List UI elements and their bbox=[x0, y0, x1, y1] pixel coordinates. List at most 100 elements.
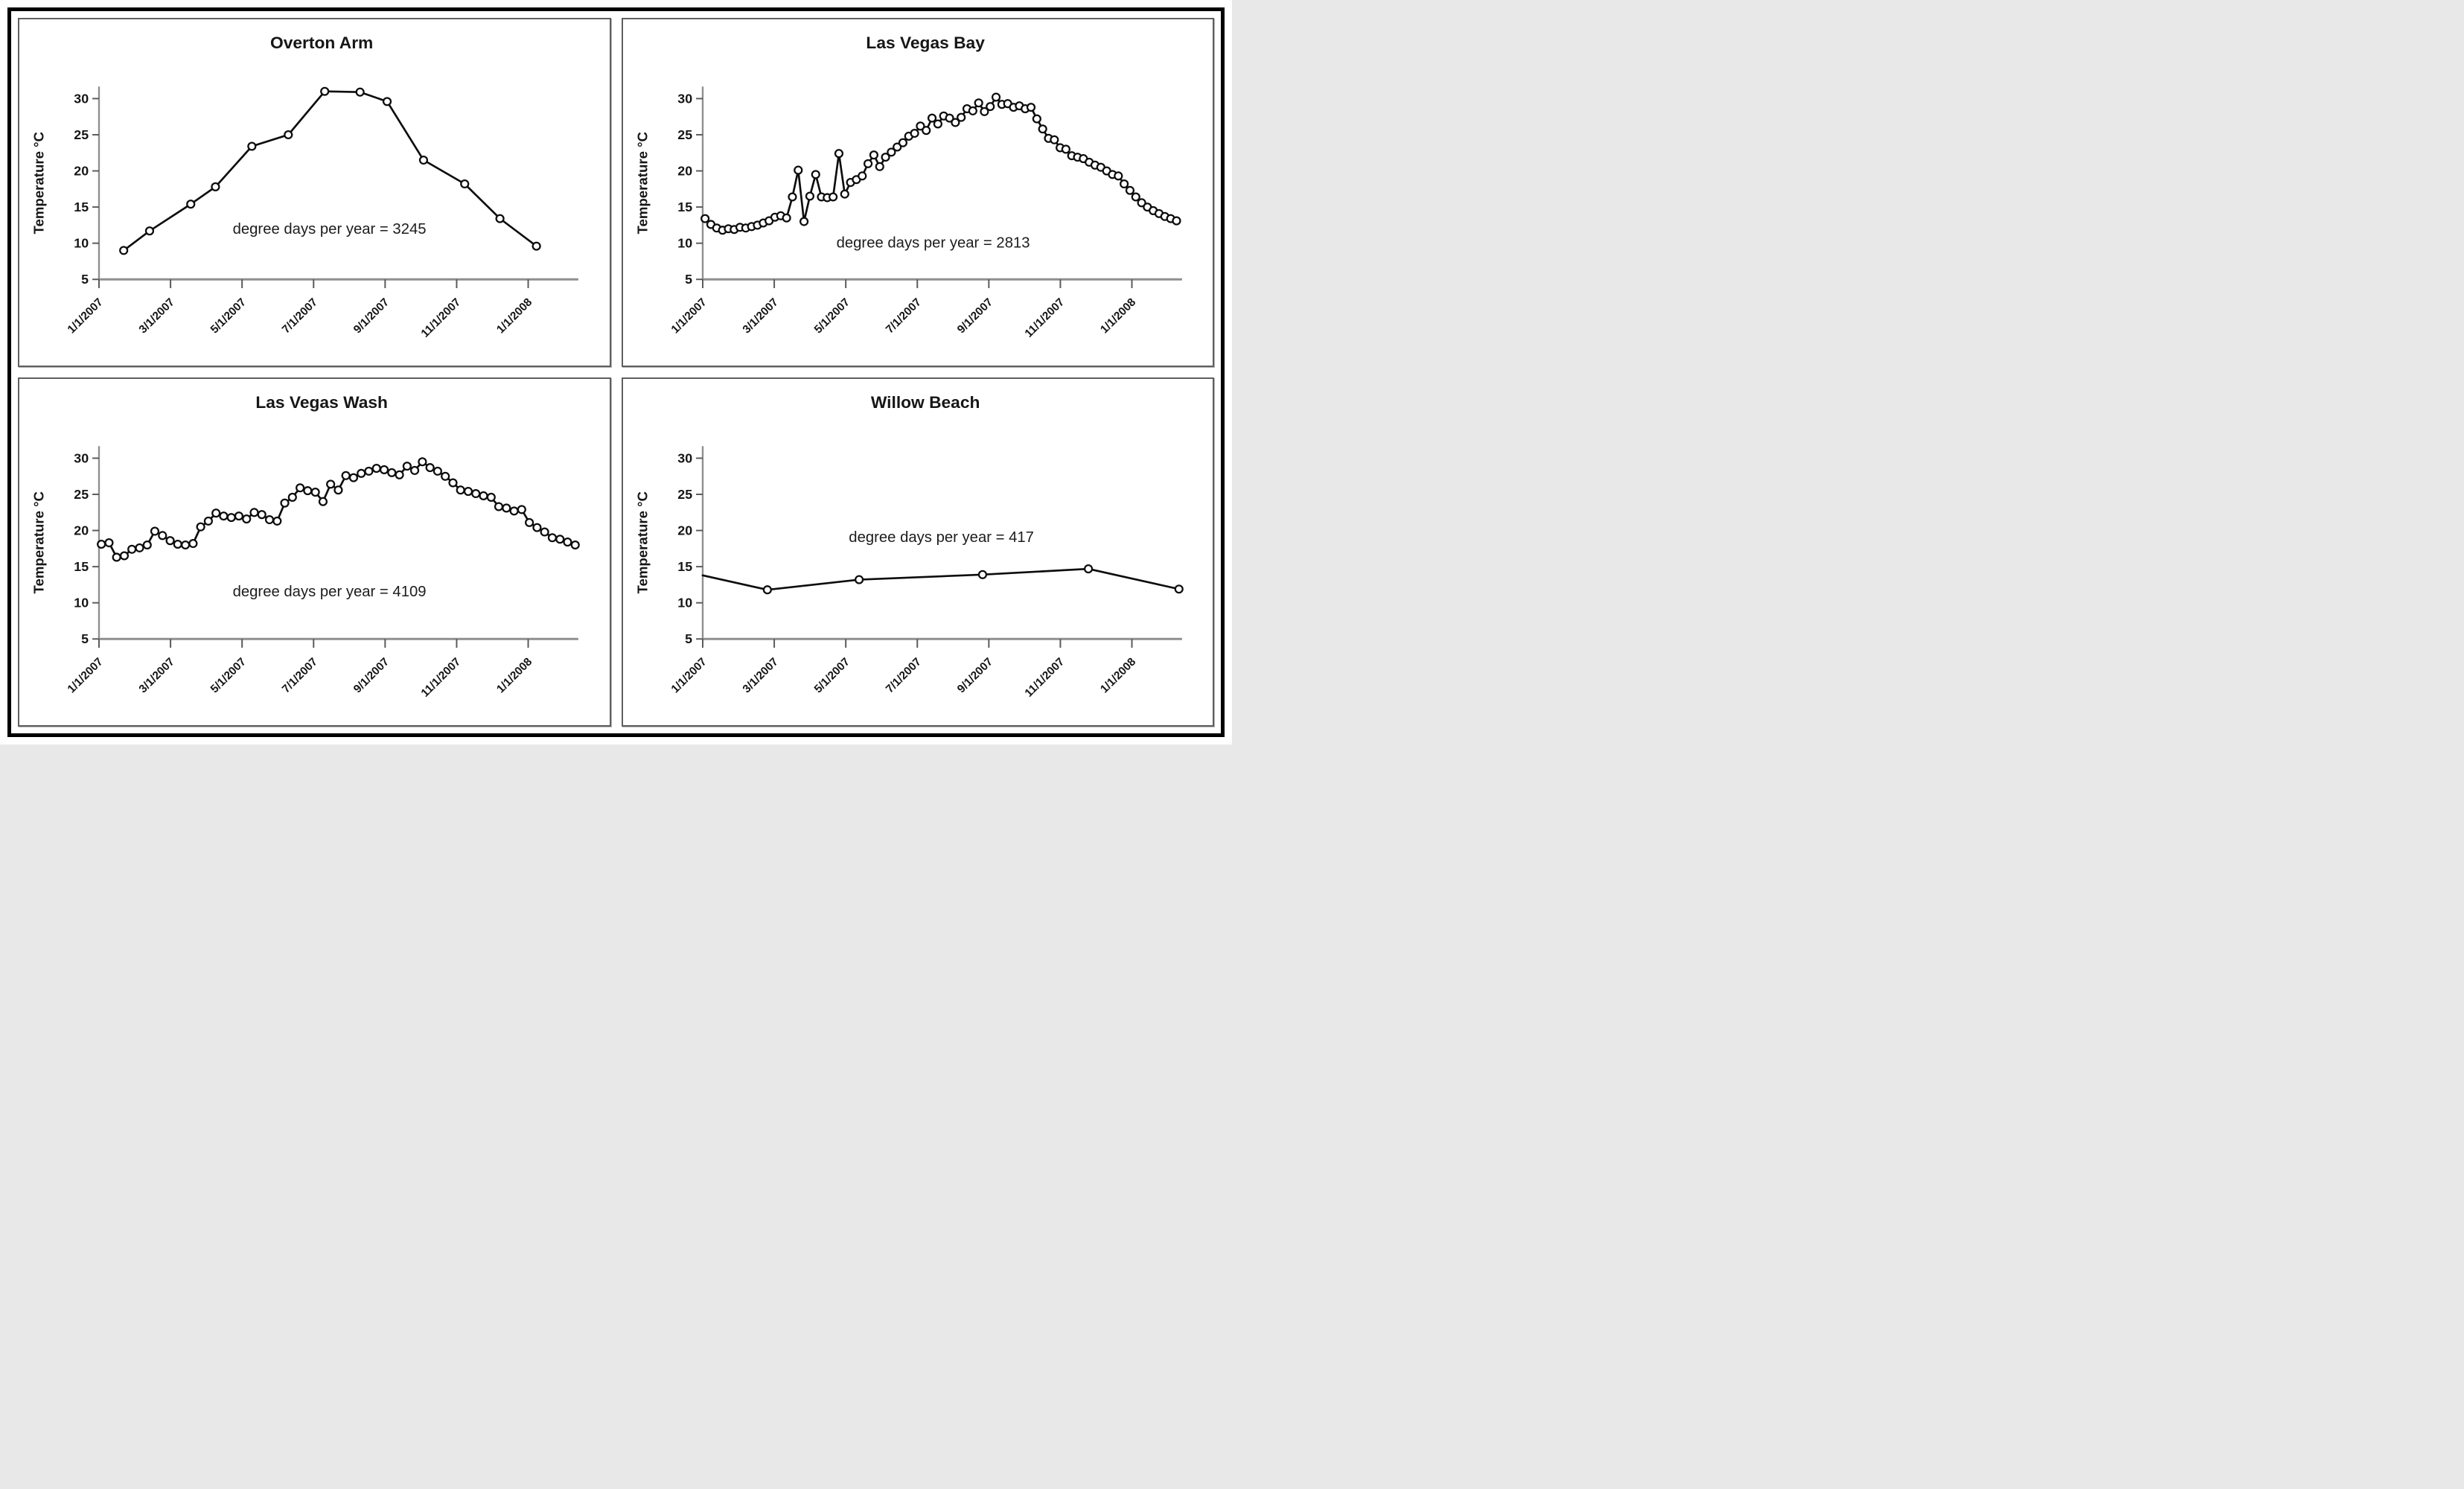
data-point bbox=[249, 508, 259, 517]
data-point bbox=[226, 513, 236, 523]
x-tick-label: 9/1/2007 bbox=[954, 655, 995, 695]
data-point bbox=[402, 462, 412, 471]
data-point bbox=[341, 471, 351, 480]
x-tick-label: 5/1/2007 bbox=[208, 655, 249, 695]
data-point bbox=[471, 488, 481, 499]
y-tick-label: 25 bbox=[677, 127, 692, 142]
x-tick-label: 1/1/2008 bbox=[1098, 296, 1139, 336]
data-point bbox=[1137, 198, 1146, 208]
data-point bbox=[211, 508, 221, 518]
data-point bbox=[247, 141, 257, 151]
data-point bbox=[287, 492, 297, 502]
data-point bbox=[382, 97, 392, 106]
data-point bbox=[119, 246, 129, 255]
data-point bbox=[448, 478, 458, 488]
data-point bbox=[700, 214, 709, 223]
data-point bbox=[158, 531, 167, 541]
data-point bbox=[762, 585, 772, 595]
x-tick-label: 1/1/2007 bbox=[668, 655, 709, 695]
data-point bbox=[863, 159, 872, 168]
y-tick-label: 25 bbox=[677, 487, 692, 502]
data-point bbox=[1049, 135, 1059, 144]
degree-days-annotation: degree days per year = 417 bbox=[849, 529, 1034, 546]
data-point bbox=[1131, 192, 1140, 202]
data-point bbox=[517, 505, 526, 514]
x-tick-label: 3/1/2007 bbox=[137, 296, 177, 336]
data-point bbox=[144, 226, 155, 236]
x-tick-label: 9/1/2007 bbox=[954, 296, 995, 336]
data-point bbox=[310, 488, 320, 497]
data-point bbox=[921, 126, 931, 135]
x-tick-label: 11/1/2007 bbox=[418, 655, 463, 699]
data-point bbox=[991, 92, 1000, 102]
data-point bbox=[509, 506, 519, 516]
y-tick-label: 10 bbox=[677, 236, 692, 251]
data-point bbox=[968, 106, 977, 115]
data-point bbox=[165, 536, 175, 546]
data-point bbox=[532, 241, 541, 251]
data-point bbox=[956, 112, 966, 122]
data-point bbox=[910, 129, 919, 138]
data-point bbox=[379, 465, 389, 474]
y-tick-label: 20 bbox=[677, 523, 692, 538]
chart-overton-arm: Overton Arm 5 10 15 20 25 30 Temperature °C 1/1/… bbox=[31, 33, 578, 340]
y-tick-label: 15 bbox=[677, 200, 692, 214]
y-tick-label: 10 bbox=[74, 596, 89, 610]
x-tick-label: 11/1/2007 bbox=[418, 296, 463, 339]
data-point bbox=[1171, 216, 1181, 226]
panel-overton-arm: Overton Arm 5 10 15 20 25 30 Temperature °C 1/1/… bbox=[18, 18, 611, 367]
panel-willow-beach: Willow Beach 5 10 15 20 25 30 Temperature °C 1/1… bbox=[621, 377, 1214, 727]
data-point bbox=[180, 540, 191, 550]
data-point bbox=[355, 87, 365, 97]
data-point bbox=[933, 119, 942, 129]
data-point bbox=[944, 113, 954, 123]
data-point bbox=[326, 479, 336, 489]
degree-days-annotation: degree days per year = 2813 bbox=[836, 235, 1030, 252]
data-point bbox=[840, 189, 849, 199]
data-point bbox=[950, 118, 960, 127]
data-point bbox=[1125, 185, 1134, 195]
data-point bbox=[805, 191, 814, 201]
data-point bbox=[418, 457, 427, 467]
data-point bbox=[799, 217, 808, 226]
data-point bbox=[502, 503, 511, 513]
x-tick-label: 7/1/2007 bbox=[883, 296, 923, 336]
data-point bbox=[525, 517, 534, 527]
y-tick-label: 30 bbox=[677, 450, 692, 465]
y-tick-label: 15 bbox=[677, 559, 692, 574]
chart-las-vegas-bay: Las Vegas Bay 5 10 15 20 25 30 Temperature °C 1/… bbox=[634, 33, 1182, 340]
data-point bbox=[142, 540, 152, 550]
data-series-line bbox=[701, 567, 1180, 591]
data-point bbox=[135, 543, 144, 552]
y-axis-title: Temperature °C bbox=[634, 132, 650, 235]
data-point bbox=[203, 516, 213, 526]
data-point bbox=[570, 540, 580, 550]
data-point bbox=[494, 502, 504, 511]
data-point bbox=[875, 162, 884, 171]
x-tick-label: 1/1/2008 bbox=[1098, 655, 1139, 695]
data-point bbox=[348, 473, 359, 482]
data-point bbox=[320, 86, 330, 96]
data-point bbox=[127, 544, 137, 554]
x-tick-label: 3/1/2007 bbox=[740, 296, 780, 336]
degree-days-annotation: degree days per year = 4109 bbox=[233, 584, 427, 600]
figure-temperature-four-panel: Overton Arm 5 10 15 20 25 30 Temperature °C 1/1/… bbox=[7, 7, 1225, 737]
data-point bbox=[563, 538, 572, 547]
data-point bbox=[555, 535, 565, 544]
degree-days-annotation: degree days per year = 3245 bbox=[233, 221, 427, 237]
data-point bbox=[284, 130, 293, 140]
y-tick-label: 20 bbox=[74, 523, 89, 538]
data-point bbox=[977, 570, 987, 579]
data-point bbox=[272, 516, 282, 526]
x-tick-label: 3/1/2007 bbox=[137, 655, 177, 695]
data-point bbox=[333, 485, 343, 495]
data-point bbox=[104, 538, 114, 548]
panel-las-vegas-wash: Las Vegas Wash 5 10 15 20 25 30 Temperature °C 1… bbox=[18, 377, 611, 727]
data-point bbox=[1119, 179, 1129, 189]
data-point bbox=[280, 498, 290, 508]
data-point bbox=[1026, 103, 1035, 112]
data-point bbox=[854, 575, 864, 584]
data-point bbox=[869, 150, 878, 160]
data-point bbox=[395, 470, 404, 479]
data-point bbox=[793, 165, 802, 175]
